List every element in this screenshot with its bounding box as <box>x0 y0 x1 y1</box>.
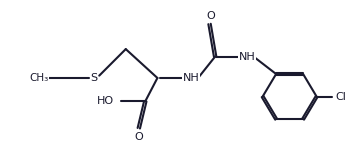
Text: CH₃: CH₃ <box>29 73 48 83</box>
Text: HO: HO <box>96 96 114 106</box>
Text: O: O <box>206 11 215 21</box>
Text: S: S <box>91 73 98 83</box>
Text: O: O <box>134 132 143 142</box>
Text: Cl: Cl <box>335 92 346 102</box>
Text: NH: NH <box>183 73 200 83</box>
Text: NH: NH <box>239 52 256 62</box>
